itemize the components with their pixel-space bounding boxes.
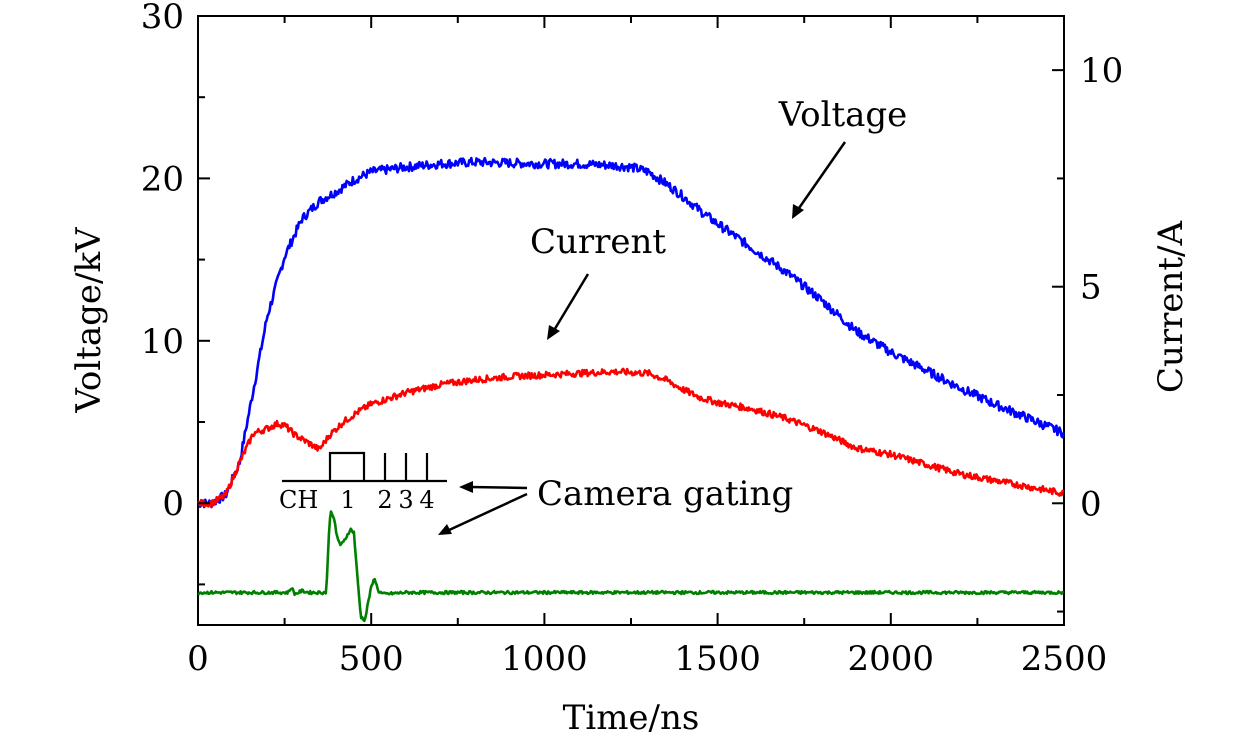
annotation-layer: Voltage Current Camera gating (438, 95, 907, 535)
tick-layer (197, 15, 1065, 625)
left-tick-label-10: 10 (141, 322, 184, 362)
x-tick-label-0: 0 (187, 639, 209, 679)
camera-gating-arrowhead-lower (438, 524, 452, 535)
right-axis-title: Current/A (1151, 221, 1191, 394)
left-tick-label-30: 30 (141, 0, 184, 37)
left-tick-label-0: 0 (162, 484, 184, 524)
x-tick-labels: 0 500 1000 1500 2000 2500 (187, 639, 1107, 679)
camera-gating-annotation-label: Camera gating (537, 474, 793, 514)
camera-gating-arrow-upper (469, 485, 528, 490)
gating-channel-2-label: 2 (377, 486, 392, 514)
gating-channel-1-label: 1 (340, 486, 355, 514)
current-series-line (197, 367, 1065, 508)
voltage-annotation-arrow (795, 141, 847, 212)
voltage-annotation-label: Voltage (778, 95, 908, 135)
current-annotation-arrow (551, 273, 590, 333)
x-tick-label-2500: 2500 (1021, 639, 1108, 679)
gating-pulse-ch1 (328, 451, 366, 481)
x-tick-label-1500: 1500 (674, 639, 761, 679)
left-tick-labels: 0 10 20 30 (141, 0, 184, 524)
left-tick-label-20: 20 (141, 159, 184, 199)
left-axis-title: Voltage/kV (69, 226, 109, 414)
gating-channel-4-label: 4 (419, 486, 434, 514)
camera-gating-series-line (197, 510, 1064, 623)
x-axis-title: Time/ns (563, 698, 700, 738)
voltage-series-line (197, 156, 1065, 509)
current-arrowhead (547, 325, 560, 340)
gating-schematic: CH 1 2 3 4 (279, 451, 447, 514)
x-tick-label-500: 500 (339, 639, 404, 679)
gating-channel-3-label: 3 (398, 486, 413, 514)
right-tick-label-5: 5 (1080, 268, 1102, 308)
x-tick-label-1000: 1000 (501, 639, 588, 679)
right-tick-labels: 0 5 10 (1080, 51, 1123, 524)
gating-ch-label: CH (279, 486, 318, 514)
right-tick-label-10: 10 (1080, 51, 1123, 91)
current-annotation-label: Current (530, 222, 666, 262)
x-tick-label-2000: 2000 (848, 639, 935, 679)
camera-gating-arrow-lower (446, 492, 528, 533)
series-layer (197, 156, 1065, 623)
voltage-arrowhead (792, 204, 804, 219)
right-tick-label-0: 0 (1080, 484, 1102, 524)
camera-gating-arrowhead-upper (459, 481, 473, 493)
